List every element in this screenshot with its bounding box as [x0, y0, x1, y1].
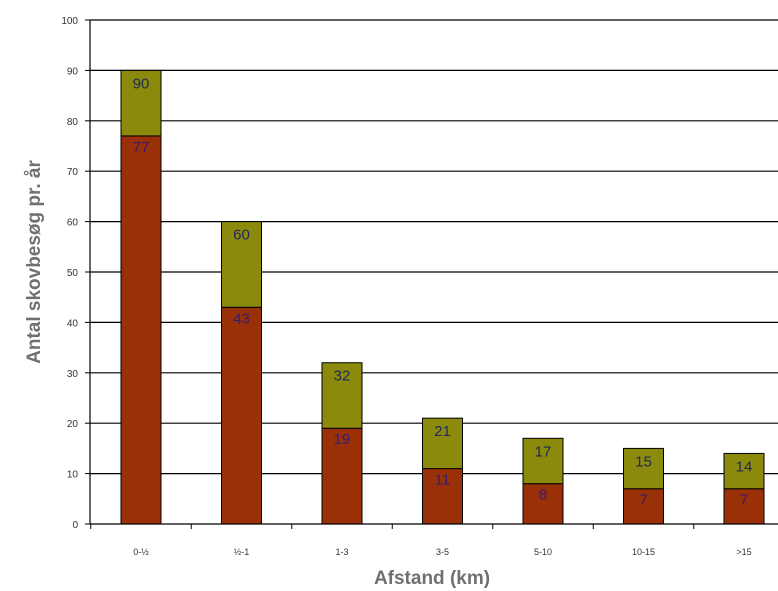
y-tick-label: 10: [67, 470, 79, 481]
y-tick-label: 100: [61, 16, 78, 27]
gridlines: [90, 19, 778, 475]
data-labels: 77 90 43 60 19 32 11 21 8 17 7 15 7 14: [133, 75, 753, 508]
bar-segment-upper: [120, 69, 162, 137]
y-tick-label: 50: [67, 268, 79, 279]
axes: 0 10 20 30 40 50 60 70 80 90 100 0-½ ½-1 1-3 3-5 5-10 10…: [61, 16, 778, 557]
y-tick-label: 40: [67, 318, 79, 329]
y-tick-label: 0: [72, 520, 78, 531]
x-tick-label: 0-½: [133, 547, 149, 557]
data-label-lower: 8: [539, 487, 547, 504]
x-tick-label: ½-1: [234, 547, 250, 557]
y-tick-label: 90: [67, 66, 79, 77]
bar-segment-upper: [422, 417, 463, 470]
data-label-total: 90: [133, 75, 150, 92]
x-axis-title: Afstand (km): [374, 568, 490, 589]
data-label-lower: 77: [133, 139, 150, 156]
bar-segment-upper: [723, 452, 765, 490]
bar-segment-lower: [623, 488, 664, 525]
y-tick-label: 80: [67, 117, 79, 128]
bars: [120, 69, 765, 525]
data-label-lower: 11: [435, 472, 451, 489]
bar-segment-upper: [623, 447, 664, 490]
y-tick-label: 30: [67, 369, 79, 380]
x-tick-label: 10-15: [632, 547, 655, 557]
x-tick-label: 1-3: [335, 547, 348, 557]
bar-segment-lower: [422, 468, 463, 525]
data-label-total: 17: [535, 443, 552, 460]
y-axis-title: Antal skovbesøg pr. år: [24, 160, 45, 364]
bar-segment-upper: [522, 437, 564, 485]
x-tick-label: >15: [736, 547, 751, 557]
data-label-total: 14: [736, 458, 753, 475]
data-label-total: 15: [635, 453, 652, 470]
y-tick-label: 70: [67, 167, 79, 178]
data-label-lower: 19: [334, 431, 351, 448]
x-tick-label: 5-10: [534, 547, 552, 557]
data-label-total: 60: [233, 227, 250, 244]
y-tick-label: 20: [67, 419, 79, 430]
y-tick-label: 60: [67, 218, 79, 229]
bar-segment-upper: [321, 362, 363, 429]
bar-segment-lower: [120, 135, 162, 525]
data-label-lower: 7: [639, 492, 647, 509]
data-label-total: 21: [434, 423, 451, 440]
data-label-total: 32: [334, 368, 351, 385]
bar-segment-lower: [522, 483, 564, 525]
bar-segment-upper: [221, 221, 262, 308]
data-label-lower: 43: [233, 310, 250, 327]
x-tick-label: 3-5: [436, 547, 449, 557]
bar-segment-lower: [221, 306, 262, 525]
data-label-lower: 7: [740, 492, 748, 509]
